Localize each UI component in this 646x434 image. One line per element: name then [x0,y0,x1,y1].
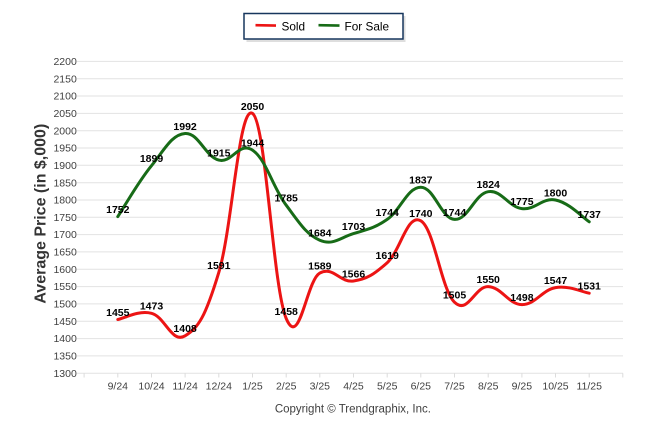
svg-text:8/25: 8/25 [478,381,499,393]
svg-text:5/25: 5/25 [377,381,398,393]
svg-text:9/25: 9/25 [512,381,533,393]
svg-text:11/24: 11/24 [172,381,198,393]
svg-text:1750: 1750 [53,212,77,224]
svg-text:9/24: 9/24 [108,381,129,393]
svg-text:7/25: 7/25 [444,381,465,393]
svg-text:For Sale: For Sale [345,20,390,34]
svg-text:1547: 1547 [544,275,568,287]
svg-text:10/25: 10/25 [542,381,568,393]
svg-text:1944: 1944 [241,138,265,150]
svg-text:1850: 1850 [53,177,77,189]
svg-text:1498: 1498 [510,292,534,304]
svg-text:2000: 2000 [53,125,77,137]
svg-text:1408: 1408 [173,323,197,335]
svg-text:1300: 1300 [53,368,77,380]
svg-text:1752: 1752 [106,204,130,216]
svg-text:1450: 1450 [53,316,77,328]
svg-text:12/24: 12/24 [206,381,232,393]
svg-text:1400: 1400 [53,333,77,345]
svg-text:1619: 1619 [376,250,400,262]
svg-text:Copyright © Trendgraphix, Inc.: Copyright © Trendgraphix, Inc. [275,404,431,416]
svg-text:1531: 1531 [578,281,602,293]
svg-text:2050: 2050 [241,101,265,113]
svg-text:1350: 1350 [53,351,77,363]
svg-text:1650: 1650 [53,247,77,259]
svg-text:1992: 1992 [173,121,197,133]
svg-text:Average Price (in $,000): Average Price (in $,000) [32,124,49,304]
svg-text:2150: 2150 [53,73,77,85]
svg-text:1775: 1775 [510,196,534,208]
svg-text:1600: 1600 [53,264,77,276]
svg-text:1684: 1684 [308,228,332,240]
svg-text:1950: 1950 [53,143,77,155]
svg-text:1550: 1550 [53,281,77,293]
svg-text:1505: 1505 [443,290,467,302]
svg-text:1589: 1589 [308,261,332,273]
svg-text:1591: 1591 [207,260,231,272]
svg-text:1800: 1800 [544,187,568,199]
svg-text:1550: 1550 [477,274,501,286]
svg-text:10/24: 10/24 [138,381,164,393]
svg-text:2100: 2100 [53,91,77,103]
svg-text:1703: 1703 [342,221,366,233]
svg-text:1915: 1915 [207,148,231,160]
svg-text:1458: 1458 [275,306,299,318]
svg-text:1744: 1744 [376,207,400,219]
svg-text:2/25: 2/25 [276,381,297,393]
svg-text:4/25: 4/25 [343,381,364,393]
svg-text:1824: 1824 [477,179,501,191]
svg-text:6/25: 6/25 [411,381,432,393]
svg-text:1837: 1837 [409,175,433,187]
svg-text:1785: 1785 [275,193,299,205]
svg-text:11/25: 11/25 [576,381,602,393]
svg-text:1455: 1455 [106,307,130,319]
svg-text:2200: 2200 [53,56,77,68]
svg-text:Sold: Sold [282,20,306,34]
svg-text:3/25: 3/25 [310,381,331,393]
svg-text:1737: 1737 [578,209,602,221]
svg-text:1744: 1744 [443,207,467,219]
svg-text:2050: 2050 [53,108,77,120]
svg-text:1740: 1740 [409,208,433,220]
svg-text:1899: 1899 [140,153,164,165]
svg-text:1/25: 1/25 [242,381,263,393]
svg-text:1500: 1500 [53,299,77,311]
svg-text:1473: 1473 [140,301,164,313]
svg-text:1800: 1800 [53,195,77,207]
svg-text:1566: 1566 [342,268,366,280]
svg-text:1700: 1700 [53,229,77,241]
svg-text:1900: 1900 [53,160,77,172]
